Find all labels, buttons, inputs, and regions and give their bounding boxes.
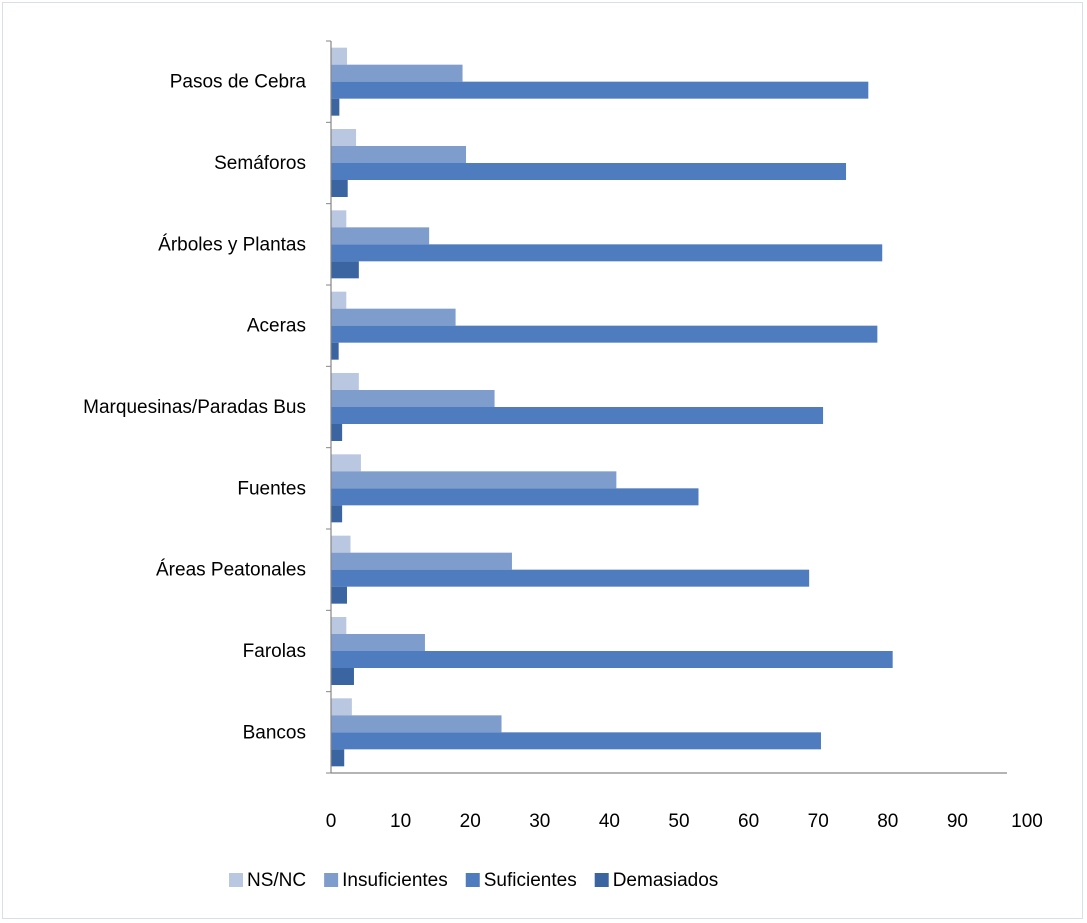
bar-insuficientes-6 (331, 552, 512, 570)
bar-suficientes-5 (331, 488, 699, 506)
bar-insuficientes-2 (331, 227, 430, 245)
bar-insuficientes-1 (331, 146, 467, 163)
bar-demasiados-8 (331, 749, 345, 767)
bar-ns-nc-7 (331, 617, 347, 634)
x-tick-label: 70 (808, 811, 829, 832)
category-label: Áreas Peatonales (156, 560, 306, 581)
x-tick-label: 10 (390, 811, 411, 832)
bar-ns-nc-3 (331, 291, 347, 309)
category-label: Farolas (243, 641, 306, 662)
bar-demasiados-5 (331, 505, 343, 523)
bar-demasiados-6 (331, 586, 348, 604)
x-tick-label: 20 (460, 811, 481, 832)
bar-suficientes-2 (331, 244, 883, 262)
x-tick-label: 40 (599, 811, 620, 832)
x-tick-label: 0 (326, 811, 337, 832)
x-tick-label: 90 (947, 811, 968, 832)
bar-suficientes-4 (331, 407, 824, 424)
bar-suficientes-6 (331, 569, 810, 587)
bar-insuficientes-0 (331, 64, 463, 82)
legend-label-demasiados: Demasiados (613, 870, 719, 891)
bar-suficientes-7 (331, 651, 893, 668)
category-label: Bancos (243, 722, 306, 743)
x-axis-ticks: 0 10 20 30 40 50 60 70 80 90 100 (326, 811, 1043, 832)
x-tick-label: 80 (877, 811, 898, 832)
bar-demasiados-0 (331, 98, 340, 116)
legend-swatch-suficientes (465, 873, 480, 887)
category-label: Semáforos (214, 153, 306, 174)
category-label: Aceras (247, 316, 306, 337)
legend-label-insuficientes: Insuficientes (342, 870, 448, 891)
legend-swatch-demasiados (594, 873, 609, 887)
bar-suficientes-0 (331, 81, 869, 99)
x-tick-label: 100 (1011, 811, 1043, 832)
bar-insuficientes-5 (331, 471, 617, 489)
bar-demasiados-2 (331, 261, 359, 279)
bar-ns-nc-6 (331, 535, 351, 553)
bar-chart: Pasos de Cebra Semáforos Árboles y Plantas… (83, 40, 1043, 891)
category-label: Fuentes (237, 478, 306, 499)
x-tick-label: 50 (668, 811, 689, 832)
bar-insuficientes-3 (331, 308, 456, 326)
category-label: Pasos de Cebra (170, 72, 307, 93)
legend-label-ns-nc: NS/NC (247, 870, 306, 891)
bar-insuficientes-8 (331, 715, 502, 733)
bar-ns-nc-0 (331, 47, 348, 65)
bar-ns-nc-1 (331, 129, 357, 146)
bar-demasiados-1 (331, 180, 348, 197)
bar-insuficientes-7 (331, 634, 425, 651)
legend-swatch-ns-nc (229, 873, 243, 887)
bar-ns-nc-5 (331, 454, 361, 472)
bar-demasiados-3 (331, 342, 339, 360)
bar-suficientes-8 (331, 732, 821, 750)
legend: NS/NC Insuficientes Suficientes Demasiados (229, 870, 718, 891)
legend-swatch-insuficientes (324, 873, 339, 887)
bar-suficientes-1 (331, 163, 847, 180)
bar-ns-nc-2 (331, 210, 347, 228)
bar-demasiados-4 (331, 424, 343, 441)
category-label: Árboles y Plantas (158, 234, 306, 255)
bar-demasiados-7 (331, 668, 354, 685)
bar-ns-nc-4 (331, 373, 359, 390)
bar-ns-nc-8 (331, 698, 352, 716)
category-label: Marquesinas/Paradas Bus (83, 397, 306, 418)
bars-layer (331, 47, 893, 767)
category-labels: Pasos de Cebra Semáforos Árboles y Plantas… (83, 72, 306, 744)
bar-suficientes-3 (331, 325, 878, 343)
x-tick-label: 30 (529, 811, 550, 832)
x-tick-label: 60 (738, 811, 759, 832)
axes-layer (326, 40, 1007, 774)
bar-insuficientes-4 (331, 390, 495, 407)
legend-label-suficientes: Suficientes (484, 870, 577, 891)
